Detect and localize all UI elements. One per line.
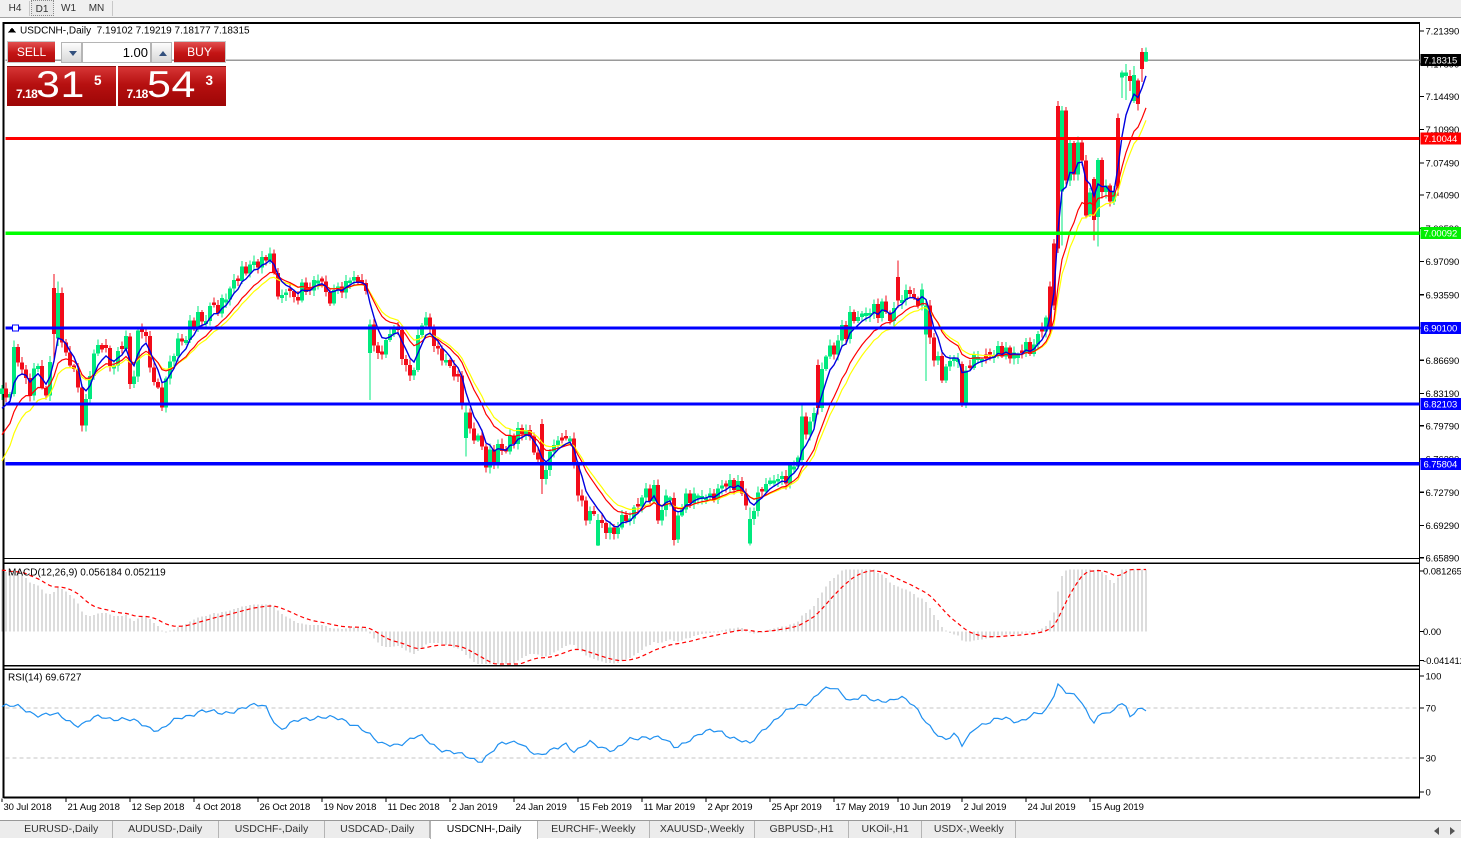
svg-text:7.14490: 7.14490 [1426, 92, 1460, 103]
svg-text:RSI(14) 69.6727: RSI(14) 69.6727 [8, 673, 82, 684]
svg-text:70: 70 [1426, 704, 1437, 715]
svg-text:7.10044: 7.10044 [1424, 134, 1458, 145]
svg-text:11 Mar 2019: 11 Mar 2019 [644, 802, 696, 813]
svg-text:6.69290: 6.69290 [1426, 521, 1460, 532]
svg-text:-0.041412: -0.041412 [1423, 656, 1461, 667]
svg-text:24 Jul 2019: 24 Jul 2019 [1028, 802, 1076, 813]
svg-text:7.00092: 7.00092 [1424, 229, 1458, 240]
svg-text:MACD(12,26,9) 0.056184 0.05211: MACD(12,26,9) 0.056184 0.052119 [8, 567, 166, 578]
svg-text:19 Nov 2018: 19 Nov 2018 [324, 802, 377, 813]
svg-text:17 May 2019: 17 May 2019 [836, 802, 890, 813]
svg-text:26 Oct 2018: 26 Oct 2018 [260, 802, 311, 813]
svg-text:30: 30 [1426, 754, 1437, 765]
svg-text:6.90100: 6.90100 [1424, 324, 1458, 335]
svg-text:6.93590: 6.93590 [1426, 290, 1460, 301]
svg-text:USDCNH-,Daily 7.19102 7.19219: USDCNH-,Daily 7.19102 7.19219 7.18177 7.… [20, 25, 250, 36]
svg-text:10 Jun 2019: 10 Jun 2019 [900, 802, 951, 813]
svg-text:24 Jan 2019: 24 Jan 2019 [516, 802, 567, 813]
svg-text:0.081265: 0.081265 [1423, 567, 1461, 578]
svg-text:6.86690: 6.86690 [1426, 356, 1460, 367]
svg-text:6.65890: 6.65890 [1426, 553, 1460, 564]
svg-text:7.21390: 7.21390 [1426, 27, 1460, 38]
svg-text:2 Apr 2019: 2 Apr 2019 [708, 802, 753, 813]
svg-text:4 Oct 2018: 4 Oct 2018 [196, 802, 241, 813]
svg-text:7.07490: 7.07490 [1426, 159, 1460, 170]
svg-text:6.75804: 6.75804 [1424, 459, 1458, 470]
svg-text:12 Sep 2018: 12 Sep 2018 [132, 802, 185, 813]
svg-text:6.72790: 6.72790 [1426, 488, 1460, 499]
svg-text:25 Apr 2019: 25 Apr 2019 [772, 802, 822, 813]
svg-text:6.97090: 6.97090 [1426, 257, 1460, 268]
svg-text:6.79790: 6.79790 [1426, 421, 1460, 432]
svg-text:15 Aug 2019: 15 Aug 2019 [1092, 802, 1144, 813]
svg-text:0: 0 [1426, 788, 1431, 799]
svg-text:30 Jul 2018: 30 Jul 2018 [4, 802, 52, 813]
svg-text:0.00: 0.00 [1423, 627, 1441, 638]
svg-text:11 Dec 2018: 11 Dec 2018 [388, 802, 440, 813]
svg-text:2 Jan 2019: 2 Jan 2019 [452, 802, 498, 813]
svg-text:7.18315: 7.18315 [1424, 56, 1458, 67]
svg-text:100: 100 [1426, 672, 1442, 683]
svg-text:15 Feb 2019: 15 Feb 2019 [580, 802, 632, 813]
svg-text:6.82103: 6.82103 [1424, 400, 1458, 411]
svg-text:21 Aug 2018: 21 Aug 2018 [68, 802, 120, 813]
svg-text:7.04090: 7.04090 [1426, 191, 1460, 202]
svg-text:2 Jul 2019: 2 Jul 2019 [964, 802, 1007, 813]
